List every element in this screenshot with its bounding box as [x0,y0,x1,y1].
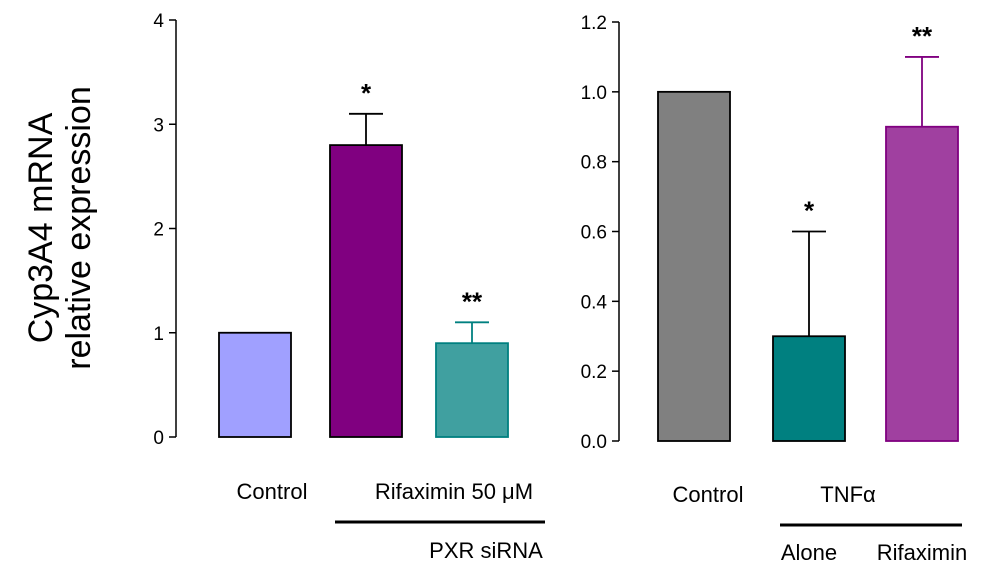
left-y-tick-label: 2 [153,220,164,241]
left-category-label: Control [237,479,308,504]
left-bar-2 [329,144,403,438]
right-category-label: Rifaximin [877,540,967,565]
right-bar-2 [772,335,846,442]
left-y-tick-label: 0 [153,428,164,449]
right-y-tick-label: 1.2 [581,13,607,34]
left-y-tick-label: 1 [153,324,164,345]
right-bar-3 [885,125,959,442]
left-significance-marker: ** [462,286,483,316]
left-y-tick-label: 4 [153,11,164,32]
left-significance-marker: * [361,78,372,108]
right-category-label: Alone [781,540,837,565]
right-significance-marker: * [804,196,815,226]
right-y-tick-label: 0.0 [581,432,607,453]
shared-y-axis-label: Cyp3A4 mRNA relative expression [22,86,98,369]
left-group-label: PXR siRNA [429,538,543,563]
left-category-label: Rifaximin 50 μM [375,479,533,504]
right-category-label: Control [673,482,744,507]
left-bar-3 [435,342,509,438]
right-y-tick-label: 0.2 [581,362,607,383]
left-y-tick-label: 3 [153,115,164,136]
y-axis-label-line1: Cyp3A4 mRNA [22,112,60,343]
right-bar-1 [657,90,731,442]
left-bar-1 [218,331,292,438]
right-y-tick-label: 1.0 [581,83,607,104]
y-axis-label-line2: relative expression [60,86,98,369]
right-group-label: TNFα [820,482,876,507]
right-y-tick-label: 0.4 [581,292,608,313]
right-significance-marker: ** [912,21,933,51]
right-y-tick-label: 0.6 [581,223,607,244]
right-y-tick-label: 0.8 [581,153,607,174]
